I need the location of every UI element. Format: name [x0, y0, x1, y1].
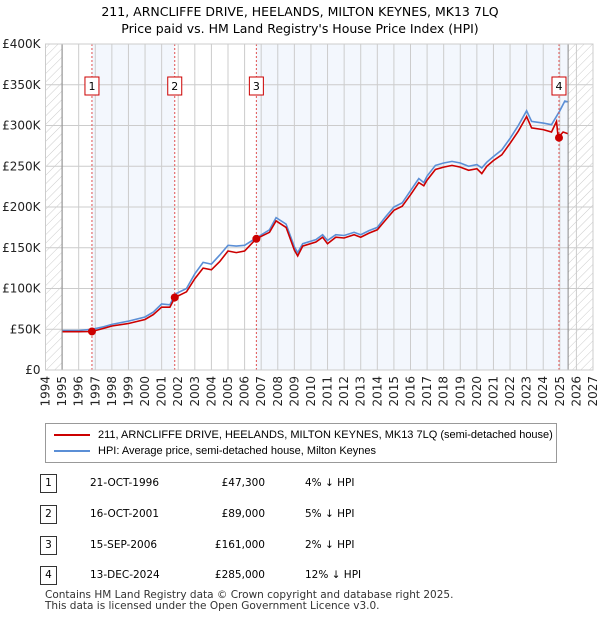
y-tick-label: £350K [2, 78, 42, 92]
price-chart: 1 2 3 4 1994 1995 1996 1997 1998 1999 2000 2001 2002… [2, 37, 600, 407]
table-row: 2 16-OCT-2001 £89,000 5% ↓ HPI [40, 505, 540, 525]
sale-price: £47,300 [221, 477, 265, 489]
x-tick-label: 2008 [271, 376, 285, 407]
x-tick-label: 2025 [553, 376, 567, 407]
x-tick-label: 1996 [72, 376, 86, 407]
sale-point [170, 293, 179, 302]
x-tick-label: 2023 [520, 376, 534, 407]
x-tick-label: 2006 [238, 376, 252, 407]
x-tick-label: 2003 [188, 376, 202, 407]
red-line-swatch [54, 434, 90, 436]
x-tick-label: 2022 [503, 376, 517, 407]
legend: 211, ARNCLIFFE DRIVE, HEELANDS, MILTON K… [45, 423, 557, 463]
x-tick-label: 2005 [221, 376, 235, 407]
sale-number: 2 [40, 505, 57, 524]
footer-line: Contains HM Land Registry data © Crown c… [45, 589, 454, 601]
x-tick-label: 2004 [204, 376, 218, 407]
hpi-diff: 5% ↓ HPI [305, 508, 355, 520]
sale-label: 4 [555, 80, 562, 93]
table-row: 3 15-SEP-2006 £161,000 2% ↓ HPI [40, 536, 540, 556]
sale-point [554, 133, 563, 142]
x-tick-label: 2024 [536, 376, 550, 407]
x-tick-label: 1999 [121, 376, 135, 407]
x-tick-label: 2012 [337, 376, 351, 407]
sale-label: 1 [88, 80, 95, 93]
sale-number: 3 [40, 536, 57, 555]
sale-label-box [84, 76, 100, 96]
x-tick-label: 2014 [370, 376, 384, 407]
sale-point [252, 234, 261, 243]
x-tick-label: 1994 [39, 376, 53, 407]
x-tick-label: 2010 [304, 376, 318, 407]
sale-date: 16-OCT-2001 [90, 508, 159, 520]
sale-label-box [248, 76, 264, 96]
blue-line-swatch [54, 450, 90, 452]
x-tick-label: 2000 [138, 376, 152, 407]
chart-title: 211, ARNCLIFFE DRIVE, HEELANDS, MILTON K… [0, 3, 600, 37]
hpi-diff: 4% ↓ HPI [305, 477, 355, 489]
sale-point [87, 327, 96, 336]
x-tick-label: 2011 [321, 376, 335, 407]
footer-line: This data is licensed under the Open Gov… [45, 600, 380, 612]
sale-label-box [551, 76, 567, 96]
x-tick-label: 2015 [387, 376, 401, 407]
y-tick-label: £50K [10, 322, 42, 336]
sale-number: 1 [40, 474, 57, 493]
title-line: 211, ARNCLIFFE DRIVE, HEELANDS, MILTON K… [101, 4, 499, 19]
x-tick-label: 2017 [420, 376, 434, 407]
x-tick-label: 1998 [105, 376, 119, 407]
sale-date: 21-OCT-1996 [90, 477, 159, 489]
sale-price: £89,000 [221, 508, 265, 520]
x-tick-label: 2016 [404, 376, 418, 407]
y-tick-label: £250K [2, 159, 42, 173]
sale-label: 2 [171, 80, 178, 93]
y-tick-label: £100K [2, 282, 42, 296]
legend-item-hpi: HPI: Average price, semi-detached house,… [54, 445, 376, 457]
sale-date: 15-SEP-2006 [90, 539, 158, 551]
y-tick-label: £400K [2, 37, 42, 51]
x-tick-label: 2007 [254, 376, 268, 407]
x-tick-label: 2002 [171, 376, 185, 407]
x-tick-label: 2021 [486, 376, 500, 407]
x-tick-label: 2019 [453, 376, 467, 407]
y-tick-label: £200K [2, 200, 42, 214]
x-tick-label: 2018 [437, 376, 451, 407]
y-tick-label: £0 [25, 363, 40, 377]
legend-label: HPI: Average price, semi-detached house,… [98, 445, 377, 457]
table-row: 1 21-OCT-1996 £47,300 4% ↓ HPI [40, 474, 540, 494]
x-tick-label: 1997 [88, 376, 102, 407]
sale-number: 4 [40, 566, 57, 585]
x-tick-label: 2020 [470, 376, 484, 407]
subtitle-line: Price paid vs. HM Land Registry's House … [121, 21, 479, 36]
sale-label: 3 [253, 80, 260, 93]
table-row: 4 13-DEC-2024 £285,000 12% ↓ HPI [40, 566, 540, 586]
sale-price: £285,000 [214, 569, 265, 581]
footer: Contains HM Land Registry data © Crown c… [45, 590, 453, 612]
plot-border [45, 43, 594, 371]
x-tick-label: 2026 [569, 376, 583, 407]
hpi-diff: 12% ↓ HPI [305, 569, 362, 581]
y-tick-label: £150K [2, 241, 42, 255]
x-tick-label: 2009 [287, 376, 301, 407]
sale-date: 13-DEC-2024 [90, 569, 160, 581]
sale-label-box [167, 76, 183, 96]
legend-item-property: 211, ARNCLIFFE DRIVE, HEELANDS, MILTON K… [54, 429, 553, 441]
x-tick-label: 2013 [354, 376, 368, 407]
x-tick-label: 1995 [55, 376, 69, 407]
legend-label: 211, ARNCLIFFE DRIVE, HEELANDS, MILTON K… [98, 429, 553, 441]
hpi-diff: 2% ↓ HPI [305, 539, 355, 551]
x-tick-label: 2027 [586, 376, 600, 407]
x-tick-label: 2001 [155, 376, 169, 407]
y-tick-label: £300K [2, 119, 42, 133]
sale-price: £161,000 [214, 539, 265, 551]
